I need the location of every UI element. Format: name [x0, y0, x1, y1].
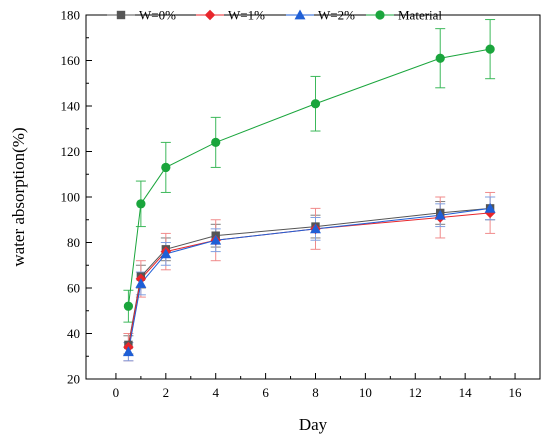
y-tick-label: 100: [61, 190, 81, 205]
legend-marker: [116, 10, 126, 20]
x-tick-label: 4: [212, 385, 219, 400]
data-point-material: [123, 301, 134, 311]
legend-marker: [375, 10, 385, 20]
data-point-w-2: [135, 277, 147, 288]
x-tick-label: 14: [459, 385, 473, 400]
y-axis-title: water absorption(%): [9, 127, 28, 266]
x-tick-label: 2: [163, 385, 170, 400]
data-point-material: [211, 137, 221, 148]
error-bars: [123, 19, 496, 362]
y-tick-label: 160: [61, 53, 81, 68]
data-point-material: [310, 99, 321, 109]
legend-item-w-2: W=2%: [286, 8, 355, 23]
data-point-material: [485, 44, 495, 54]
x-tick-label: 6: [262, 385, 269, 400]
legend-label: W=2%: [318, 8, 355, 23]
y-tick-label: 180: [61, 8, 81, 23]
legend-item-w-1: W=1%: [196, 8, 265, 23]
legend-item-material: Material: [366, 8, 442, 23]
legend-label: W=0%: [139, 8, 176, 23]
data-point-w-2: [484, 202, 496, 213]
legend-label: W=1%: [228, 8, 265, 23]
data-point-w-2: [210, 234, 222, 245]
y-tick-label: 120: [61, 144, 81, 159]
data-point-material: [435, 53, 445, 63]
series-line-w-1: [127, 212, 491, 348]
legend-marker: [204, 9, 216, 21]
legend-label: Material: [398, 8, 442, 23]
x-tick-label: 10: [359, 385, 372, 400]
plot-frame: [85, 14, 541, 380]
series-lines: [127, 48, 491, 352]
data-point-w-2: [122, 346, 134, 357]
legend: W=0% W=1% W=2% Material: [107, 8, 442, 23]
data-point-w-2: [310, 223, 321, 234]
data-point-w-2: [434, 209, 446, 220]
data-point-w-2: [160, 248, 172, 259]
y-tick-label: 80: [67, 235, 80, 250]
legend-item-w-0: W=0%: [107, 8, 176, 23]
x-tick-label: 12: [409, 385, 422, 400]
data-point-material: [136, 199, 146, 209]
series-line-w-2: [127, 207, 491, 352]
y-tick-label: 20: [67, 372, 80, 387]
legend-marker: [294, 9, 306, 20]
x-tick-label: 16: [509, 385, 523, 400]
x-tick-label: 8: [312, 385, 319, 400]
x-tick-label: 0: [113, 385, 120, 400]
y-tick-label: 40: [67, 326, 80, 341]
series-markers: [122, 44, 496, 357]
y-tick-label: 60: [67, 281, 80, 296]
series-line-w-0: [127, 207, 491, 345]
data-point-material: [161, 162, 171, 173]
y-tick-label: 140: [61, 99, 81, 114]
x-axis-title: Day: [299, 415, 328, 434]
